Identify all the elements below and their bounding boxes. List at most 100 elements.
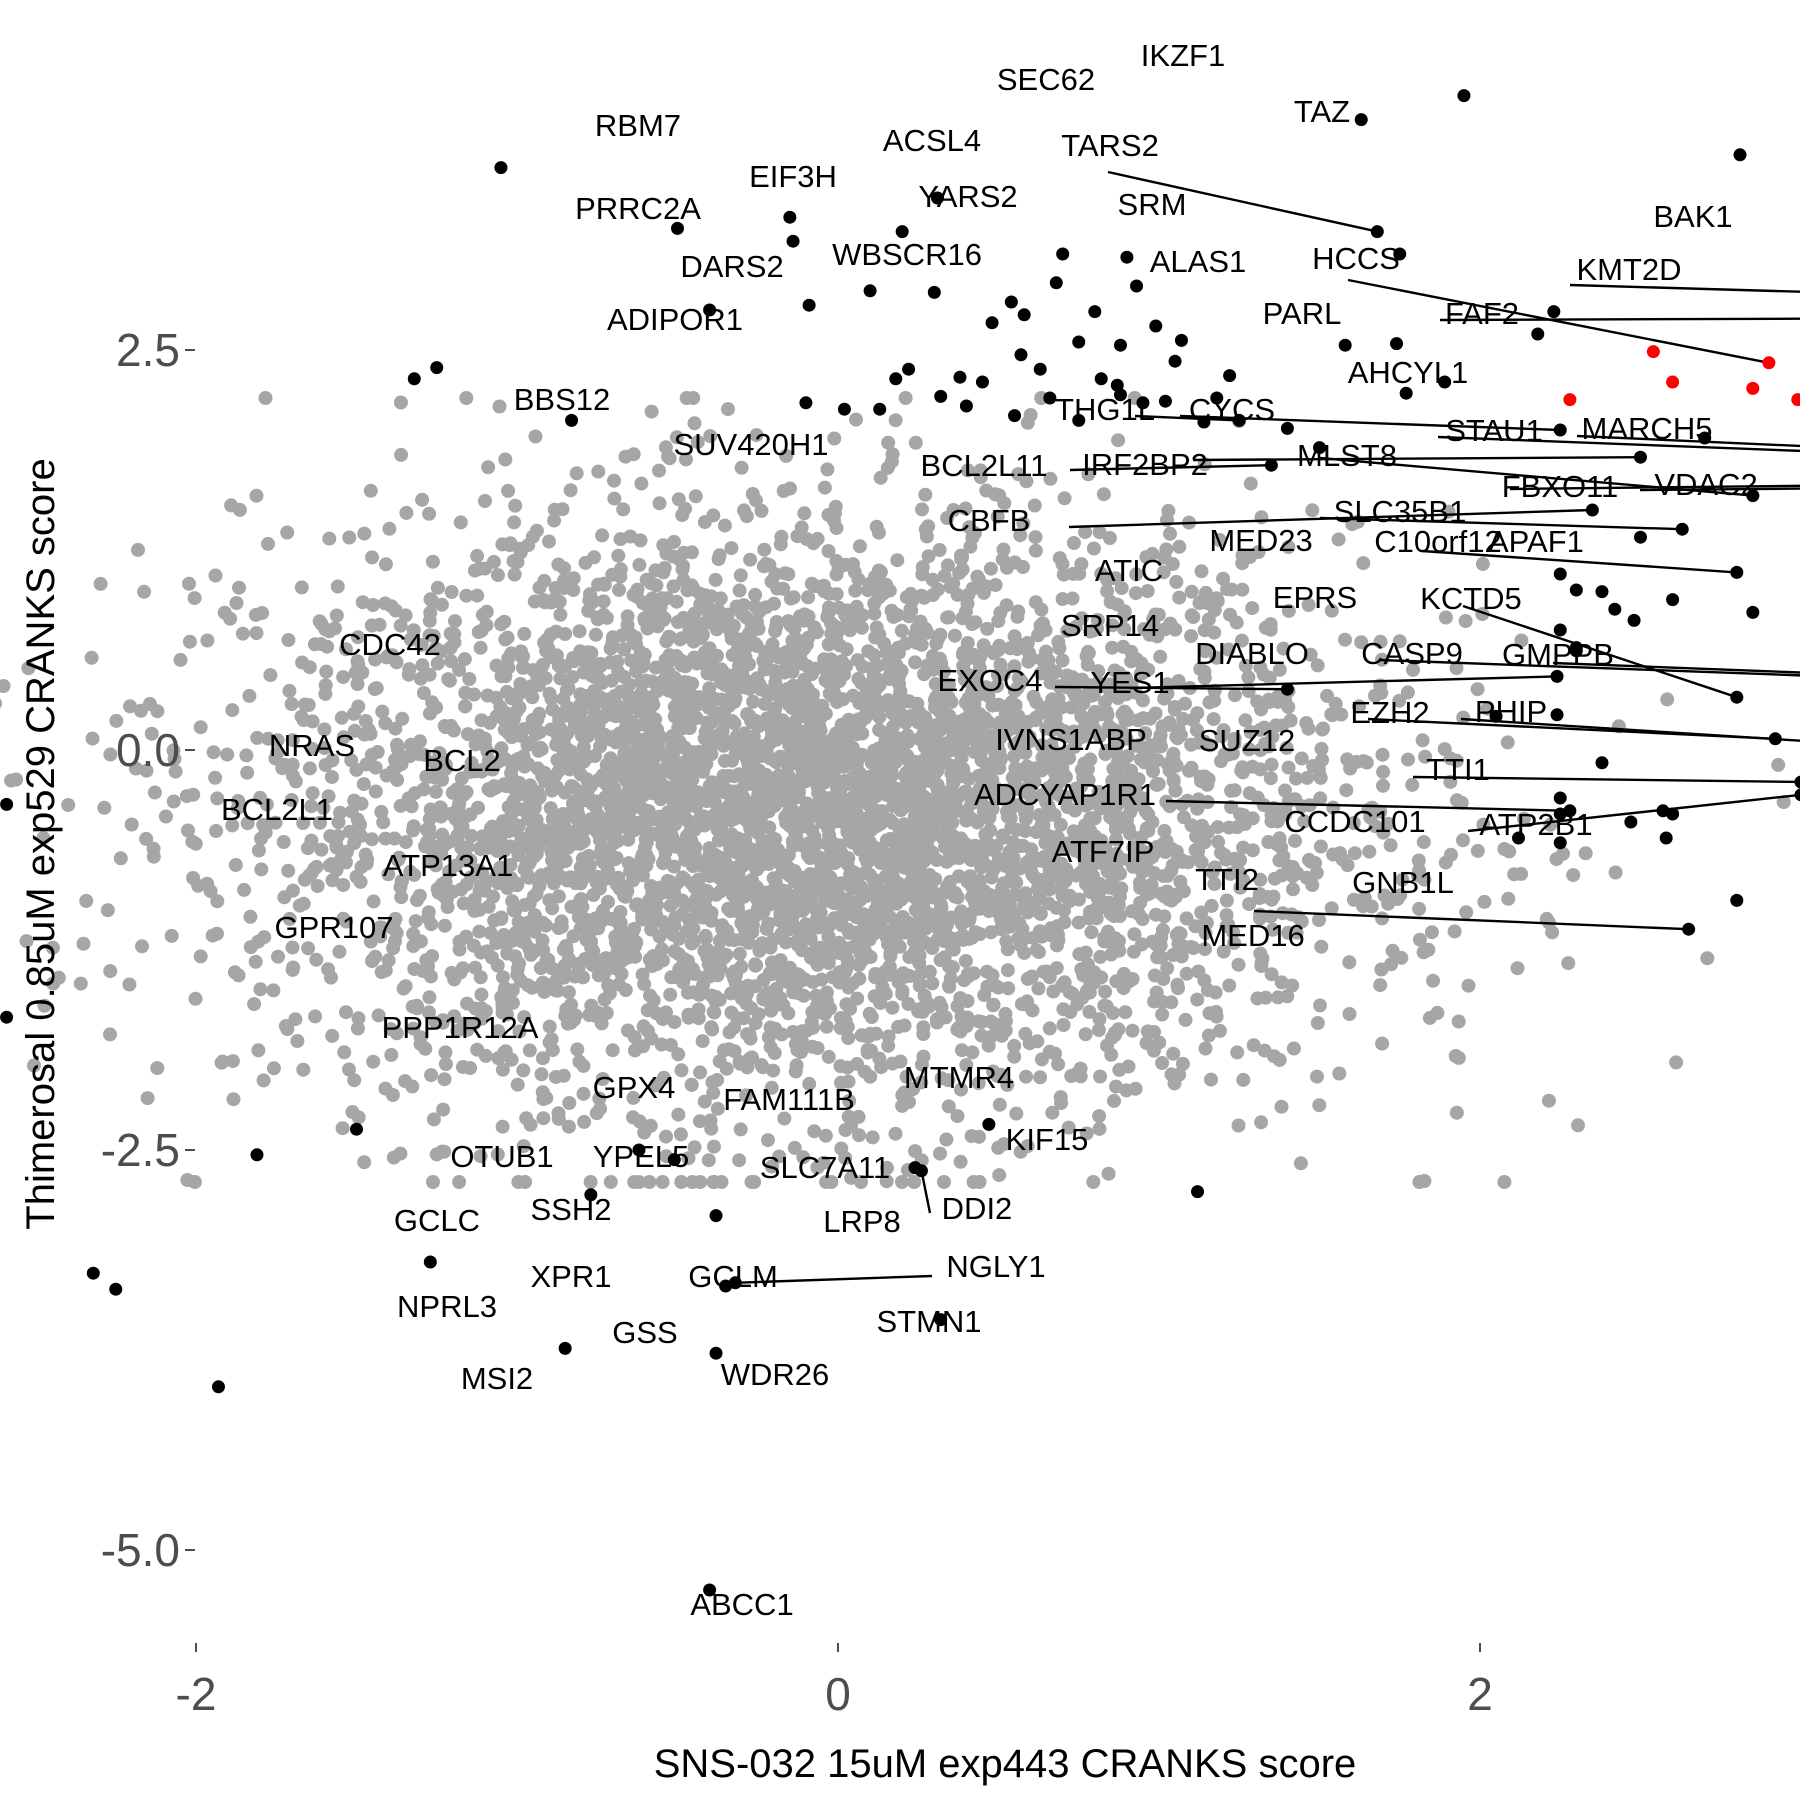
background-point (687, 416, 702, 431)
background-point (822, 686, 837, 701)
background-point (968, 615, 983, 630)
background-point (1312, 1098, 1327, 1113)
background-point (215, 1054, 230, 1069)
background-point (1669, 1055, 1684, 1070)
background-point (1169, 574, 1184, 589)
background-point (1111, 433, 1126, 448)
background-point (1021, 714, 1036, 729)
background-point (1054, 700, 1069, 715)
background-point (1155, 1056, 1170, 1070)
background-point (438, 1045, 453, 1060)
background-point (542, 534, 556, 549)
background-point (772, 783, 787, 798)
background-point (1016, 560, 1030, 574)
background-point (403, 737, 418, 752)
background-point (1305, 503, 1320, 518)
background-point (512, 1024, 527, 1039)
background-point (801, 590, 816, 605)
background-point (505, 894, 520, 909)
background-point (217, 605, 232, 620)
background-point (322, 531, 337, 546)
background-point (1074, 557, 1089, 572)
background-point (237, 882, 252, 897)
background-point (523, 1117, 538, 1132)
background-point (1079, 1126, 1094, 1141)
background-point (758, 556, 773, 571)
background-point (907, 934, 921, 949)
background-point (1116, 639, 1131, 654)
background-point (374, 804, 389, 819)
background-point (881, 656, 896, 670)
background-point (552, 594, 567, 609)
background-point (846, 688, 861, 703)
background-point (500, 1007, 514, 1022)
background-point (1060, 668, 1075, 683)
background-point (443, 626, 458, 641)
background-point (1204, 1072, 1218, 1087)
background-point (1078, 1027, 1093, 1042)
background-point (957, 973, 972, 988)
background-point (885, 1000, 900, 1015)
background-point (940, 610, 955, 625)
background-point (955, 611, 970, 626)
background-point (618, 449, 633, 464)
background-point (590, 773, 605, 788)
background-point (702, 841, 717, 856)
background-point (1091, 1023, 1106, 1037)
background-point (187, 1175, 202, 1189)
background-point (883, 832, 898, 846)
background-point (1171, 674, 1186, 688)
background-point (1057, 491, 1072, 506)
background-point (471, 625, 486, 640)
background-point (907, 1175, 922, 1189)
background-point (653, 792, 668, 807)
background-point (817, 480, 832, 495)
background-point (755, 1060, 770, 1075)
background-point (772, 1149, 787, 1164)
background-point (697, 1094, 712, 1109)
background-point (231, 968, 246, 983)
background-point (395, 711, 410, 726)
background-point (1253, 872, 1268, 887)
background-point (378, 831, 393, 846)
background-point (894, 623, 909, 638)
background-point (1031, 945, 1046, 960)
background-point (37, 998, 52, 1013)
background-point (426, 1112, 441, 1127)
background-point (900, 728, 915, 743)
background-point (950, 999, 965, 1014)
background-point (224, 498, 239, 513)
background-point (794, 520, 809, 535)
background-point (762, 995, 777, 1010)
background-point (1201, 612, 1216, 627)
background-point (995, 880, 1010, 895)
background-point (532, 725, 547, 740)
background-point (955, 647, 970, 662)
background-point (1416, 945, 1431, 960)
background-point (954, 916, 969, 931)
background-point (616, 502, 631, 517)
background-point (440, 900, 455, 914)
background-point (773, 953, 788, 968)
background-point (522, 1043, 537, 1058)
background-point (685, 1175, 700, 1189)
background-point (724, 833, 739, 847)
background-point (386, 941, 401, 956)
background-point (659, 1129, 673, 1144)
background-point (492, 399, 507, 414)
background-point (731, 601, 746, 616)
background-point (449, 858, 464, 873)
background-point (710, 1073, 725, 1087)
background-point (880, 460, 895, 475)
background-point (128, 761, 143, 776)
background-point (392, 850, 407, 865)
background-point (944, 743, 959, 758)
background-point (527, 924, 542, 939)
background-point (481, 782, 496, 797)
background-point (1141, 662, 1156, 677)
background-point (1128, 586, 1143, 601)
background-point (925, 741, 940, 756)
background-point (972, 661, 987, 676)
background-point (1037, 656, 1052, 671)
background-point (1332, 1066, 1347, 1081)
